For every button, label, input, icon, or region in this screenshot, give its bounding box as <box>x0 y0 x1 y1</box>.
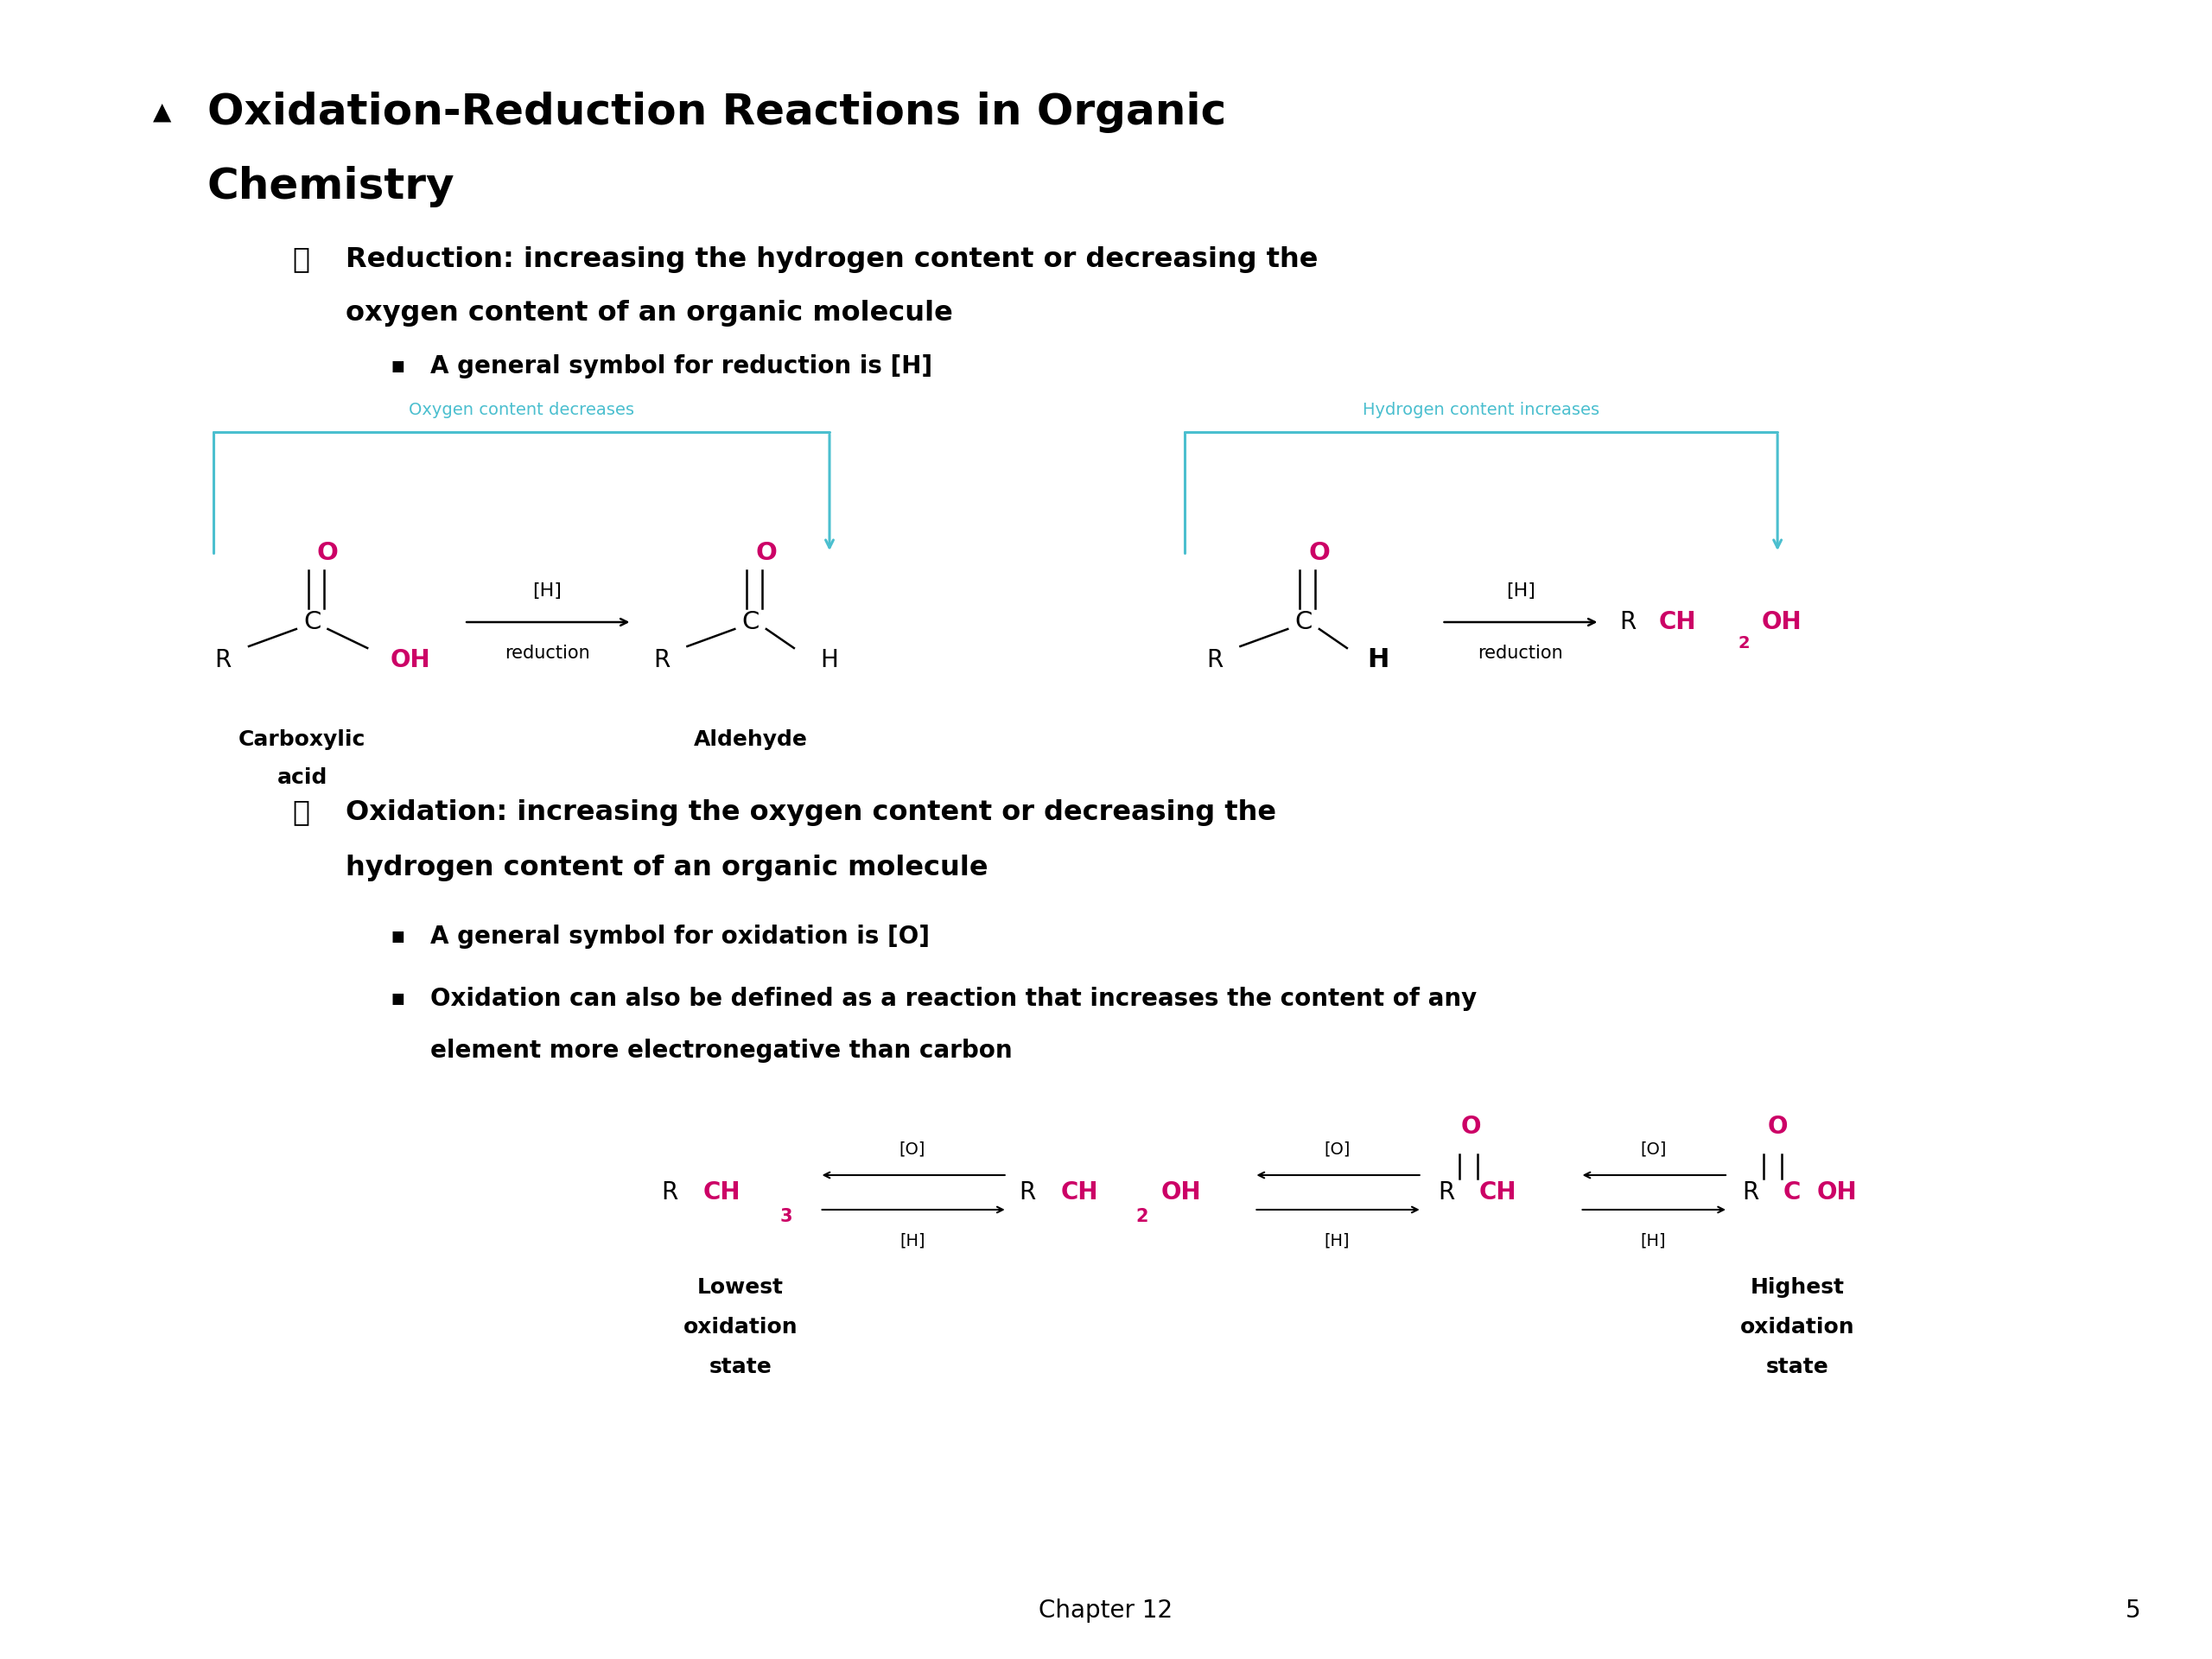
Text: Oxidation can also be defined as a reaction that increases the content of any: Oxidation can also be defined as a react… <box>431 987 1478 1010</box>
Text: O: O <box>1767 1115 1787 1138</box>
Text: R: R <box>1020 1180 1035 1204</box>
Text: ■: ■ <box>392 929 405 944</box>
Text: O: O <box>1462 1115 1482 1138</box>
Text: ■: ■ <box>392 990 405 1007</box>
Text: 5: 5 <box>2126 1599 2141 1623</box>
Text: [H]: [H] <box>533 582 562 599</box>
Text: OH: OH <box>1761 611 1803 634</box>
Text: 2: 2 <box>1739 635 1750 650</box>
Text: [H]: [H] <box>900 1233 925 1249</box>
Text: [H]: [H] <box>1506 582 1535 599</box>
Text: Lowest: Lowest <box>697 1277 783 1297</box>
Text: OH: OH <box>1816 1180 1858 1204</box>
Text: Highest: Highest <box>1750 1277 1845 1297</box>
Text: Carboxylic: Carboxylic <box>239 730 365 750</box>
Text: [H]: [H] <box>1325 1233 1349 1249</box>
Text: R: R <box>1206 649 1223 672</box>
Text: OH: OH <box>1161 1180 1201 1204</box>
Text: ■: ■ <box>392 358 405 375</box>
Text: Hydrogen content increases: Hydrogen content increases <box>1363 401 1599 418</box>
Text: C: C <box>303 611 321 634</box>
Text: CH: CH <box>1060 1180 1097 1204</box>
Text: ▲: ▲ <box>153 100 170 124</box>
Text: CH: CH <box>703 1180 741 1204</box>
Text: acid: acid <box>276 766 327 788</box>
Text: [O]: [O] <box>1325 1141 1349 1158</box>
Text: element more electronegative than carbon: element more electronegative than carbon <box>431 1039 1013 1063</box>
Text: Chapter 12: Chapter 12 <box>1040 1599 1172 1623</box>
Text: [O]: [O] <box>1639 1141 1666 1158</box>
Text: C: C <box>1783 1180 1801 1204</box>
Text: reduction: reduction <box>504 645 591 662</box>
Text: Ⓟ: Ⓟ <box>292 246 310 274</box>
Text: oxidation: oxidation <box>1741 1317 1854 1337</box>
Text: CH: CH <box>1480 1180 1517 1204</box>
Text: 2: 2 <box>1135 1208 1148 1226</box>
Text: C: C <box>741 611 759 634</box>
Text: OH: OH <box>392 649 431 672</box>
Text: Chemistry: Chemistry <box>208 166 456 207</box>
Text: CH: CH <box>1659 611 1697 634</box>
Text: Oxidation-Reduction Reactions in Organic: Oxidation-Reduction Reactions in Organic <box>208 91 1225 133</box>
Text: Reduction: increasing the hydrogen content or decreasing the: Reduction: increasing the hydrogen conte… <box>345 246 1318 272</box>
Text: oxygen content of an organic molecule: oxygen content of an organic molecule <box>345 299 953 327</box>
Text: hydrogen content of an organic molecule: hydrogen content of an organic molecule <box>345 854 989 881</box>
Text: Aldehyde: Aldehyde <box>695 730 807 750</box>
Text: [H]: [H] <box>1641 1233 1666 1249</box>
Text: R: R <box>215 649 232 672</box>
Text: O: O <box>316 541 338 566</box>
Text: R: R <box>1438 1180 1455 1204</box>
Text: state: state <box>710 1357 772 1377</box>
Text: O: O <box>757 541 776 566</box>
Text: H: H <box>1367 647 1389 672</box>
Text: state: state <box>1765 1357 1829 1377</box>
Text: H: H <box>821 649 838 672</box>
Text: R: R <box>653 649 670 672</box>
Text: oxidation: oxidation <box>684 1317 799 1337</box>
Text: A general symbol for reduction is [H]: A general symbol for reduction is [H] <box>431 355 933 378</box>
Text: Ⓟ: Ⓟ <box>292 798 310 826</box>
Text: R: R <box>1743 1180 1759 1204</box>
Text: C: C <box>1294 611 1312 634</box>
Text: 3: 3 <box>781 1208 792 1226</box>
Text: Oxidation: increasing the oxygen content or decreasing the: Oxidation: increasing the oxygen content… <box>345 800 1276 826</box>
Text: A general symbol for oxidation is [O]: A general symbol for oxidation is [O] <box>431 924 929 949</box>
Text: R: R <box>661 1180 679 1204</box>
Text: reduction: reduction <box>1478 645 1564 662</box>
Text: [O]: [O] <box>900 1141 925 1158</box>
Text: R: R <box>1619 611 1637 634</box>
Text: Oxygen content decreases: Oxygen content decreases <box>409 401 635 418</box>
Text: O: O <box>1310 541 1329 566</box>
